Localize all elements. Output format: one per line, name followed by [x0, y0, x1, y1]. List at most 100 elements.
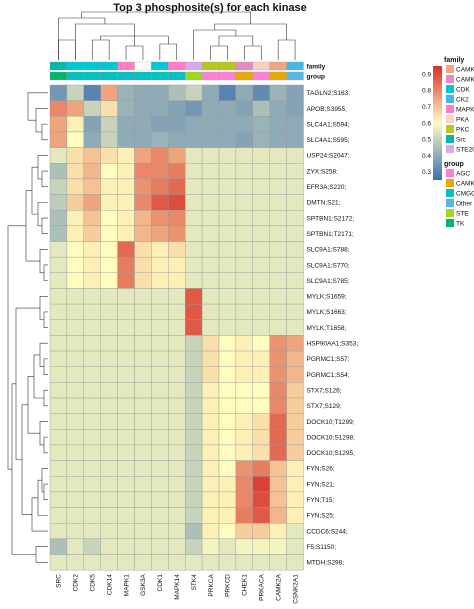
heatmap-cell [151, 100, 169, 117]
heatmap-cell [201, 163, 220, 180]
heatmap-cell [269, 163, 287, 180]
group-annotation-cell [201, 71, 220, 81]
heatmap-cell [252, 147, 270, 164]
heatmap-cell [218, 100, 237, 117]
heatmap-cell [269, 538, 287, 555]
heatmap-cell [184, 288, 203, 305]
heatmap-cell [235, 444, 253, 461]
heatmap-cell [66, 397, 85, 414]
heatmap-cell [66, 538, 85, 555]
heatmap-cell [269, 335, 287, 352]
group-legend-label: AGC [456, 171, 470, 178]
heatmap-cell [83, 84, 101, 101]
heatmap-cell [168, 350, 186, 367]
heatmap-cell [117, 350, 135, 367]
heatmap-cell [66, 335, 85, 352]
heatmap-cell [134, 538, 152, 555]
heatmap-cell [100, 272, 118, 289]
heatmap-cell [218, 476, 237, 493]
heatmap-cell [269, 225, 287, 242]
heatmap-cell [252, 163, 270, 180]
heatmap-cell [252, 429, 270, 446]
group-legend-swatch [446, 169, 454, 177]
colorbar-tick-label: 0.6 [422, 120, 431, 127]
row-label: FYN;S26; [307, 466, 335, 473]
heatmap-cell [286, 272, 304, 289]
heatmap-cell [235, 209, 253, 227]
heatmap-cell [151, 209, 169, 227]
heatmap-cell [184, 131, 203, 148]
heatmap-cell [134, 84, 152, 101]
row-dendrogram-branch [37, 202, 48, 227]
heatmap-cell [134, 303, 152, 320]
heatmap-cell [235, 84, 253, 101]
heatmap-cell [134, 413, 152, 430]
column-label: CHEK1 [242, 574, 249, 596]
heatmap-cell [252, 272, 270, 289]
heatmap-cell [218, 507, 237, 524]
heatmap-cell [168, 256, 186, 273]
family-annotation-cell [218, 61, 237, 71]
heatmap-cell [184, 538, 203, 555]
row-dendrogram-branch [43, 311, 48, 328]
heatmap-cell [201, 444, 220, 461]
group-annotation-cell [168, 71, 186, 81]
family-legend-swatch [446, 125, 454, 133]
heatmap-cell [286, 491, 304, 508]
heatmap-cell [252, 476, 270, 493]
heatmap-cell [201, 303, 220, 320]
heatmap-cell [151, 413, 169, 430]
heatmap-cell [100, 241, 118, 258]
heatmap-cell [252, 84, 270, 101]
heatmap-cell [134, 100, 152, 117]
heatmap-cell [66, 272, 85, 289]
heatmap-cell [168, 84, 186, 101]
heatmap-cell [201, 507, 220, 524]
heatmap-cell [235, 303, 253, 320]
heatmap-cell [49, 397, 68, 414]
row-dendrogram-branch [43, 436, 48, 454]
heatmap-cell [100, 84, 118, 101]
heatmap-cell [66, 131, 85, 148]
heatmap-cell [286, 350, 304, 367]
heatmap-cell [184, 335, 203, 352]
row-label: STX7;S126; [307, 387, 342, 394]
row-label: TAGLN2;S163; [307, 90, 351, 97]
heatmap-cell [49, 429, 68, 446]
heatmap-cell [117, 413, 135, 430]
heatmap-cell [66, 523, 85, 540]
heatmap-cell [218, 460, 237, 477]
heatmap-cell [49, 413, 68, 430]
heatmap-cell [168, 429, 186, 446]
heatmap-cell [100, 303, 118, 320]
heatmap-cell [184, 256, 203, 273]
row-label: SPTBN1;T2171; [307, 231, 355, 238]
heatmap-cell [83, 272, 101, 289]
heatmap-cell [134, 382, 152, 399]
heatmap-cell [235, 460, 253, 477]
heatmap-cell [286, 413, 304, 430]
heatmap-cell [117, 366, 135, 383]
heatmap-cell [117, 209, 135, 227]
column-label: PRKCD [225, 574, 232, 597]
heatmap-cell [134, 116, 152, 133]
row-dendrogram-branch [41, 468, 48, 493]
heatmap-cell [269, 100, 287, 117]
colorbar [433, 66, 442, 180]
heatmap-cell [168, 382, 186, 399]
heatmap-cell [286, 366, 304, 383]
heatmap-cell [218, 288, 237, 305]
heatmap-cell [151, 523, 169, 540]
heatmap-cell [49, 366, 68, 383]
heatmap-cell [66, 100, 85, 117]
family-legend-swatch [446, 75, 454, 83]
heatmap-cell [184, 350, 203, 367]
heatmap-cell [269, 194, 287, 211]
heatmap-cell [134, 460, 152, 477]
row-label: FYN;S21; [307, 481, 335, 488]
heatmap-cell [286, 84, 304, 101]
heatmap-cell [117, 288, 135, 305]
heatmap-cell [100, 460, 118, 477]
heatmap-cell [117, 131, 135, 148]
heatmap-cell [66, 178, 85, 195]
